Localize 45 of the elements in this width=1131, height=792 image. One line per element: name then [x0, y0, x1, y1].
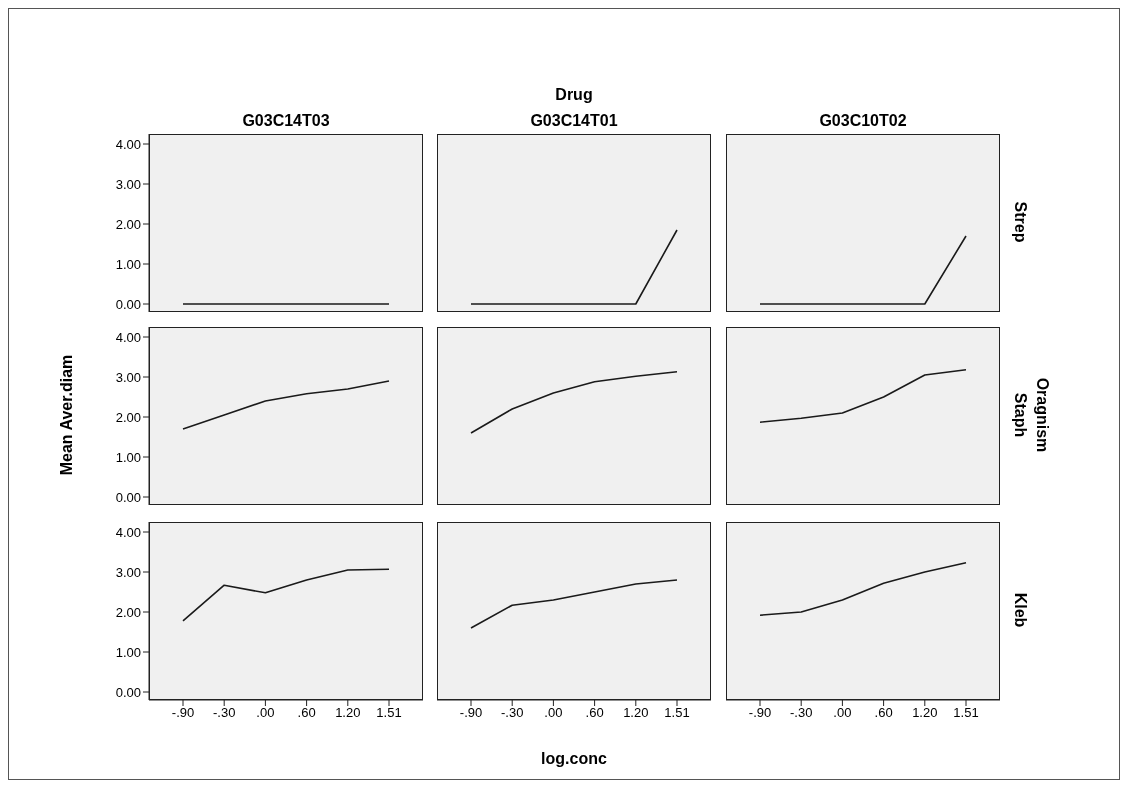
- x-tick-label: .00: [833, 705, 852, 721]
- x-tick-label: .60: [585, 705, 604, 721]
- x-tick-label: .00: [256, 705, 275, 721]
- x-tick-label: -.30: [501, 705, 524, 721]
- x-tick-label: 1.51: [953, 705, 979, 721]
- y2-axis-title: Strep: [1011, 200, 1029, 245]
- x-tick-label: 1.20: [912, 705, 938, 721]
- y-tick-label: 1.00: [115, 449, 141, 465]
- x-tick-label: .60: [297, 705, 316, 721]
- y-tick-label: 4.00: [115, 524, 141, 540]
- y-tick-label: 1.00: [115, 256, 141, 272]
- y-tick-label: 2.00: [115, 216, 141, 232]
- y-tick-label: 2.00: [115, 409, 141, 425]
- y-tick-label: 0.00: [115, 296, 141, 312]
- x-tick-label: 1.20: [623, 705, 649, 721]
- y-tick-label: 3.00: [115, 564, 141, 580]
- chart-title: G03C14T01: [529, 112, 619, 130]
- x-tick-label: 1.20: [335, 705, 361, 721]
- chart-title: G03C14T03: [241, 112, 331, 130]
- y-tick-label: 2.00: [115, 604, 141, 620]
- text: Drug: [554, 86, 594, 104]
- x-tick-label: -.90: [748, 705, 772, 721]
- x-tick-label: .60: [874, 705, 893, 721]
- y2-axis-title: Kleb: [1011, 591, 1029, 630]
- y-axis-title: Mean Aver.diam: [58, 353, 76, 478]
- y-tick-label: 0.00: [115, 684, 141, 700]
- x-tick-label: -.30: [790, 705, 813, 721]
- y-tick-label: 3.00: [115, 369, 141, 385]
- x-tick-label: -.90: [171, 705, 195, 721]
- x-axis-title: log.conc: [540, 750, 608, 768]
- text: Oragnism: [1033, 376, 1051, 455]
- y-tick-label: 4.00: [115, 329, 141, 345]
- x-tick-label: .00: [544, 705, 563, 721]
- line-series: [182, 568, 390, 622]
- x-tick-label: -.90: [459, 705, 483, 721]
- x-tick-label: 1.51: [664, 705, 690, 721]
- y-tick-label: 1.00: [115, 644, 141, 660]
- line-series: [182, 380, 390, 430]
- y-tick-label: 0.00: [115, 489, 141, 505]
- x-tick-label: 1.51: [376, 705, 402, 721]
- y-tick-label: 3.00: [115, 176, 141, 192]
- y-tick-label: 4.00: [115, 136, 141, 152]
- x-tick-label: -.30: [213, 705, 236, 721]
- y2-axis-title: Staph: [1011, 391, 1029, 440]
- chart-title: G03C10T02: [818, 112, 908, 130]
